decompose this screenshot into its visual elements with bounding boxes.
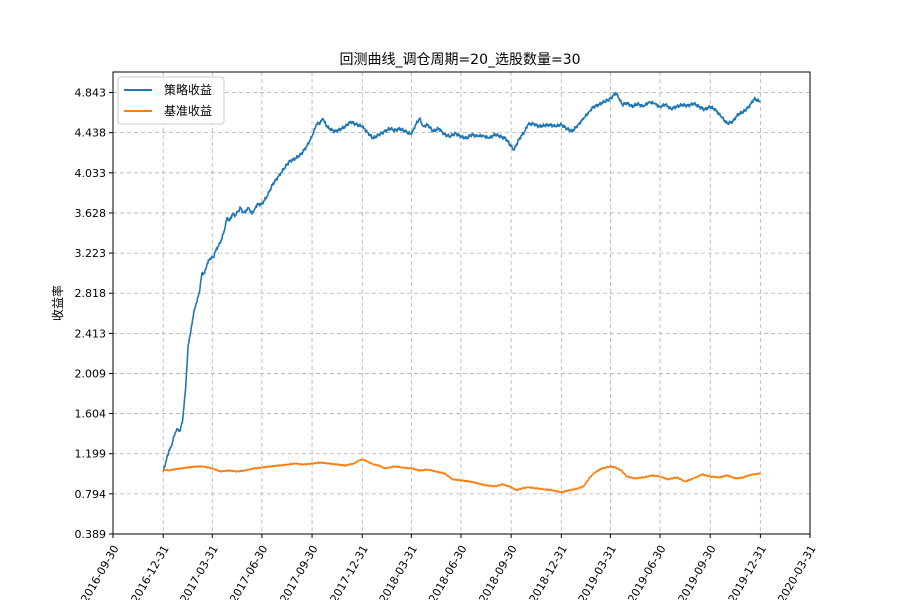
strategy-return-line — [162, 92, 761, 472]
axes: 2016-09-30 2016-12-31 2017-03-31 2017-06-30… — [75, 87, 819, 604]
y-axis-label: 收益率 — [50, 285, 65, 321]
legend-box — [117, 76, 225, 125]
y-tick-label: 2.413 — [75, 327, 107, 340]
y-tick-label: 3.223 — [75, 247, 107, 260]
x-tick-label: 2018-09-30 — [477, 543, 520, 600]
y-tick-label: 1.199 — [75, 448, 107, 461]
series-lines — [162, 92, 761, 494]
plot-area-frame — [112, 71, 811, 535]
y-tick-label: 0.389 — [75, 528, 107, 541]
y-tick-label: 0.794 — [75, 488, 107, 501]
x-tick-label: 2017-12-31 — [328, 543, 371, 600]
legend-label-benchmark: 基准收益 — [164, 104, 212, 118]
y-tick-label: 3.628 — [75, 207, 107, 220]
x-tick-label: 2017-09-30 — [277, 543, 320, 600]
x-tick-label: 2020-03-31 — [775, 543, 818, 600]
x-tick-label: 2017-06-30 — [227, 543, 270, 600]
y-tick-label: 1.604 — [75, 408, 107, 421]
x-tick-label: 2019-12-31 — [726, 543, 769, 600]
x-tick-label: 2018-06-30 — [426, 543, 469, 600]
x-tick-label: 2019-03-31 — [576, 543, 619, 600]
x-tick-label: 2019-09-30 — [676, 543, 719, 600]
legend: 策略收益 基准收益 — [117, 76, 225, 125]
x-tick-label: 2016-12-31 — [129, 543, 172, 600]
y-tick-label: 4.843 — [75, 87, 107, 100]
y-tick-label: 4.033 — [75, 167, 107, 180]
benchmark-return-line — [162, 458, 761, 494]
y-tick-label: 2.818 — [75, 287, 107, 300]
legend-label-strategy: 策略收益 — [164, 82, 212, 97]
y-tick-label: 2.009 — [75, 367, 107, 380]
x-tick-label: 2018-03-31 — [377, 543, 420, 600]
x-tick-label: 2018-12-31 — [527, 543, 570, 600]
x-tick-label: 2016-09-30 — [78, 543, 121, 600]
x-tick-label: 2017-03-31 — [178, 543, 221, 600]
grid — [112, 72, 811, 535]
y-tick-label: 4.438 — [75, 127, 107, 140]
chart-title: 回测曲线_调仓周期=20_选股数量=30 — [339, 52, 580, 68]
x-tick-label: 2019-06-30 — [625, 543, 668, 600]
